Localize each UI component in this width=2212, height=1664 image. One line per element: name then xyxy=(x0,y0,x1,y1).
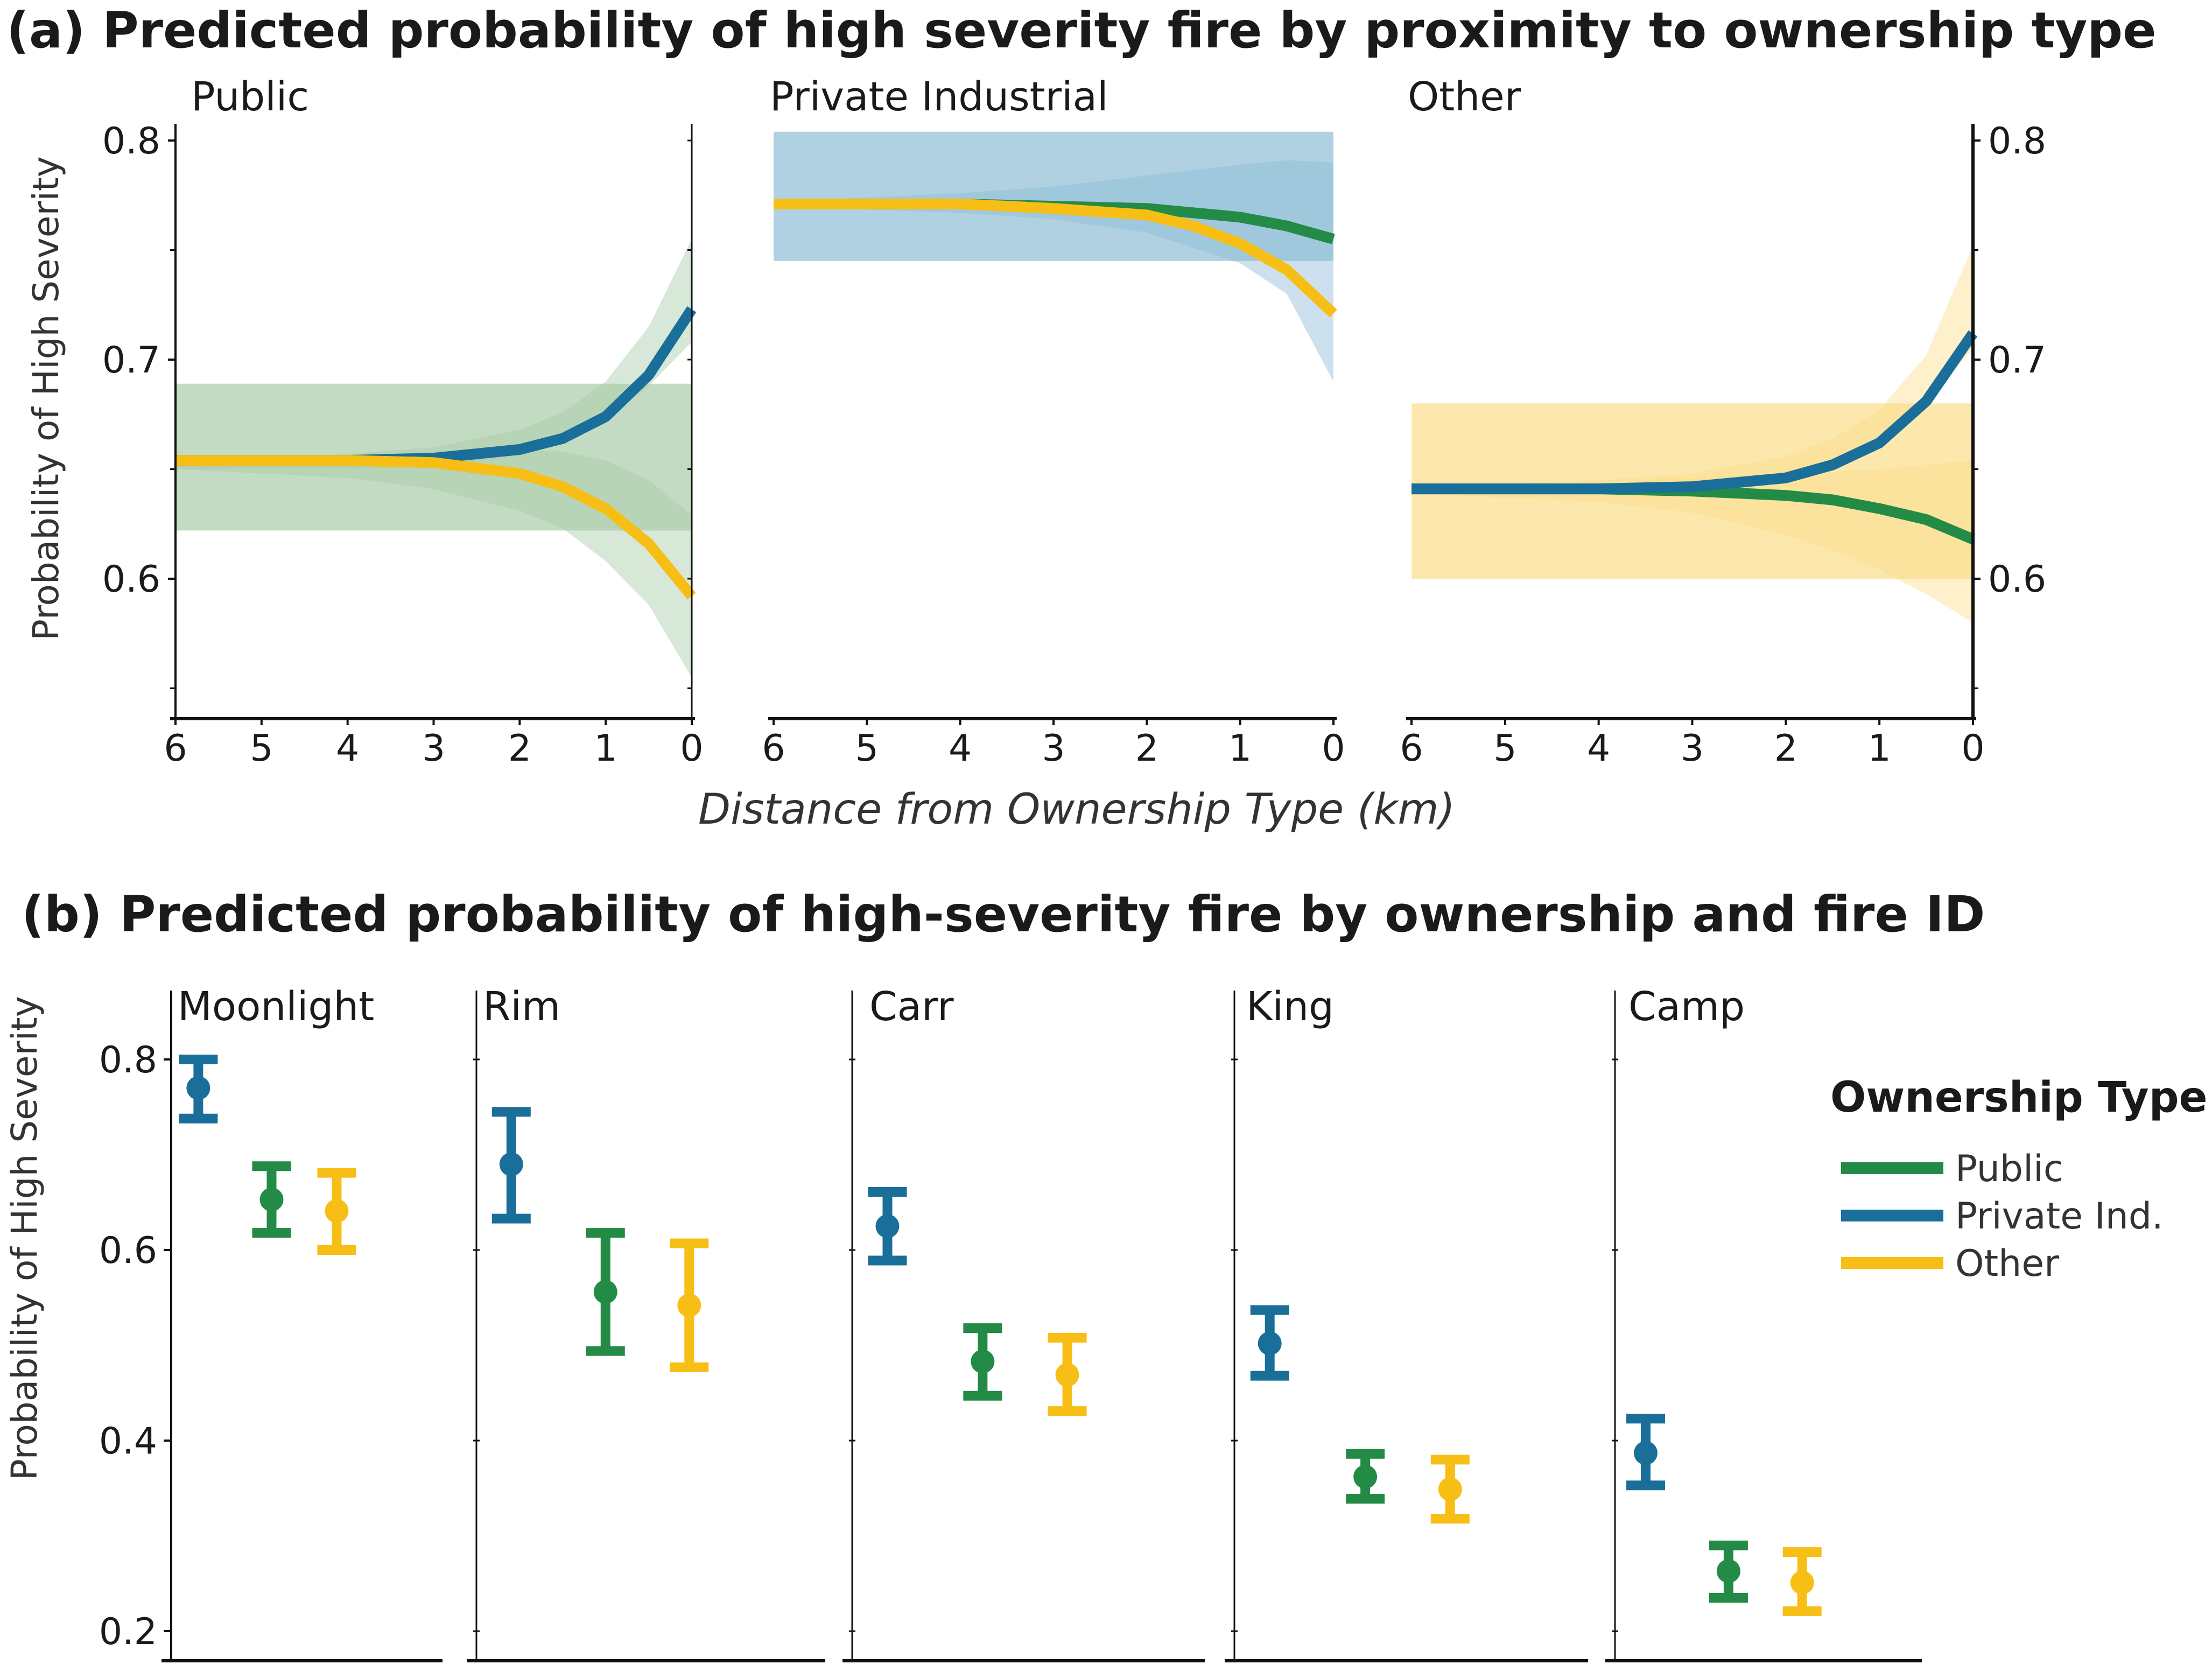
legend-label-other: Other xyxy=(1955,1242,2059,1285)
errorbar-public xyxy=(1346,1449,1385,1504)
errorbar-private xyxy=(1250,1305,1289,1381)
estimate-point xyxy=(1790,1570,1814,1595)
panel-b-ylabel: Probability of High Severity xyxy=(4,996,45,1480)
facet-title: Other xyxy=(1408,74,1521,120)
y-tick-label: 0.2 xyxy=(99,1611,157,1653)
errorbar-other xyxy=(1048,1332,1087,1416)
errorbar-public xyxy=(586,1228,625,1356)
facet-b-king: King xyxy=(1225,984,1588,1662)
estimate-point xyxy=(971,1350,995,1374)
y-tick-label: 0.8 xyxy=(1988,120,2046,163)
x-tick-label: 5 xyxy=(250,727,273,770)
estimate-point xyxy=(1716,1559,1740,1583)
y-tick-label: 0.6 xyxy=(99,1230,157,1272)
estimate-point xyxy=(1438,1477,1462,1501)
x-tick-label: 5 xyxy=(855,727,879,770)
facet-title: Private Industrial xyxy=(770,74,1108,120)
x-tick-label: 0 xyxy=(680,727,703,770)
x-tick-label: 5 xyxy=(1493,727,1516,770)
errorbar-private xyxy=(491,1107,531,1224)
facet-title: Public xyxy=(191,74,309,120)
panel-b: 0.2 0.4 0.6 0.8 Moonlight Rim Carr King Camp xyxy=(99,984,1922,1662)
facet-title: Camp xyxy=(1628,984,1745,1030)
facet-b-carr: Carr xyxy=(842,984,1205,1662)
estimate-point xyxy=(875,1214,900,1238)
facet-title: Rim xyxy=(483,984,560,1030)
y-tick-label: 0.8 xyxy=(102,120,160,163)
legend-label-public: Public xyxy=(1955,1148,2063,1190)
y-tick-label: 0.7 xyxy=(102,339,160,382)
y-tick-label: 0.7 xyxy=(1988,339,2046,382)
legend: Ownership Type Public Private Ind.Other xyxy=(1830,1073,2207,1285)
facet-a-private-industrial: 6 5 4 3 2 1 0 Private Industrial xyxy=(762,74,1345,770)
estimate-point xyxy=(1634,1441,1658,1465)
x-tick-label: 4 xyxy=(1587,727,1610,770)
x-tick-label: 1 xyxy=(594,727,617,770)
x-tick-label: 3 xyxy=(1681,727,1704,770)
y-tick-label: 0.6 xyxy=(1988,558,2046,601)
y-tick-label: 0.4 xyxy=(99,1420,157,1463)
panel-b-title: (b) Predicted probability of high-severi… xyxy=(22,886,1985,943)
estimate-point xyxy=(186,1076,210,1100)
facet-title: Carr xyxy=(869,984,954,1030)
errorbar-private xyxy=(868,1187,907,1266)
x-tick-label: 6 xyxy=(1400,727,1423,770)
errorbar-public xyxy=(1709,1540,1748,1603)
series-line-private xyxy=(1412,330,1978,495)
panel-a: 6 5 4 3 2 1 0 0.6 0.7 0.8 Public 6 5 4 3 2 1 0 Private Ind… xyxy=(102,74,2046,770)
x-tick-label: 0 xyxy=(1961,727,1984,770)
x-tick-label: 2 xyxy=(1774,727,1797,770)
facet-a-other: 6 5 4 3 2 1 0 0.6 0.7 0.8 Other xyxy=(1400,74,2046,770)
panel-a-xlabel: Distance from Ownership Type (km) xyxy=(698,785,1455,834)
estimate-point xyxy=(1258,1331,1282,1356)
facet-b-camp: Camp xyxy=(1605,984,1922,1662)
x-tick-label: 4 xyxy=(949,727,972,770)
x-tick-label: 3 xyxy=(1042,727,1065,770)
errorbar-other xyxy=(317,1168,356,1255)
estimate-point xyxy=(1055,1363,1079,1387)
estimate-point xyxy=(259,1188,284,1212)
ci-band-public xyxy=(175,449,692,678)
panel-a-title: (a) Predicted probability of high severi… xyxy=(6,2,2157,59)
x-tick-label: 1 xyxy=(1868,727,1891,770)
x-tick-label: 1 xyxy=(1228,727,1252,770)
facet-title: Moonlight xyxy=(178,984,374,1030)
x-tick-label: 2 xyxy=(508,727,531,770)
panel-a-ylabel: Probability of High Severity xyxy=(25,156,67,641)
x-tick-label: 3 xyxy=(422,727,445,770)
facet-b-moonlight: 0.2 0.4 0.6 0.8 Moonlight xyxy=(99,984,443,1662)
series-line-other xyxy=(175,455,696,600)
x-tick-label: 2 xyxy=(1135,727,1158,770)
x-tick-label: 6 xyxy=(762,727,785,770)
facet-a-public: 6 5 4 3 2 1 0 0.6 0.7 0.8 Public xyxy=(102,74,704,770)
legend-title: Ownership Type xyxy=(1830,1073,2207,1122)
x-tick-label: 0 xyxy=(1322,727,1345,770)
estimate-point xyxy=(325,1199,349,1223)
estimate-point xyxy=(677,1293,701,1317)
errorbar-private xyxy=(1626,1414,1665,1491)
estimate-point xyxy=(499,1152,523,1176)
errorbar-other xyxy=(1430,1455,1470,1524)
errorbar-other xyxy=(1782,1547,1822,1616)
legend-label-private: Private Ind. xyxy=(1955,1195,2164,1238)
facet-title: King xyxy=(1246,984,1334,1030)
estimate-point xyxy=(593,1280,617,1304)
y-tick-label: 0.8 xyxy=(99,1039,157,1082)
x-tick-label: 4 xyxy=(336,727,359,770)
errorbar-other xyxy=(670,1238,709,1372)
errorbar-private xyxy=(179,1055,218,1124)
facet-b-rim: Rim xyxy=(467,984,825,1662)
y-tick-label: 0.6 xyxy=(102,558,160,601)
errorbar-public xyxy=(963,1323,1002,1401)
x-tick-label: 6 xyxy=(164,727,187,770)
errorbar-public xyxy=(252,1161,291,1238)
estimate-point xyxy=(1353,1465,1378,1489)
series-line-other xyxy=(774,199,1337,318)
